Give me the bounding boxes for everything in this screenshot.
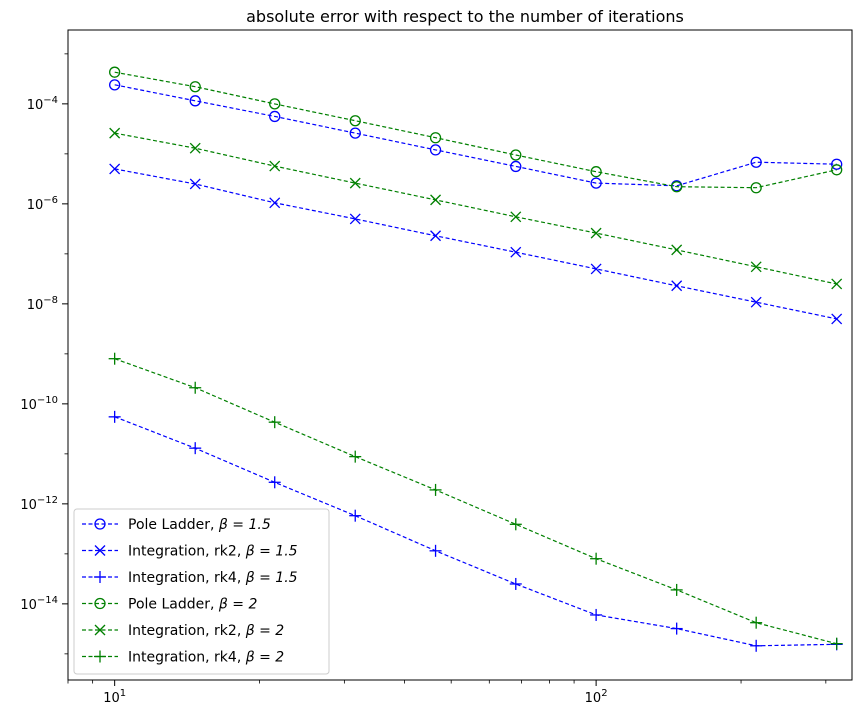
data-point-s3-4 xyxy=(429,132,442,144)
data-point-s5-9 xyxy=(830,637,843,650)
legend-entry: Integration, rk2, β = 2 xyxy=(82,623,284,639)
data-point-s4-3 xyxy=(349,177,361,189)
series-line-0 xyxy=(114,84,837,187)
data-point-s4-0 xyxy=(109,127,121,139)
data-point-s2-8 xyxy=(750,639,763,652)
data-point-s1-8 xyxy=(750,296,762,308)
data-point-s4-4 xyxy=(430,194,442,206)
legend-marker xyxy=(94,650,106,663)
y-tick-label: 10−8 xyxy=(27,295,58,313)
data-point-s3-3 xyxy=(349,115,361,127)
data-point-s0-5 xyxy=(510,160,522,173)
legend-entry: Pole Ladder, β = 2 xyxy=(82,597,257,613)
series-line-5 xyxy=(114,358,837,645)
data-point-s0-8 xyxy=(750,156,762,168)
data-point-s5-2 xyxy=(268,416,281,429)
legend-entry: Integration, rk4, β = 2 xyxy=(82,650,284,666)
x-tick-label: 102 xyxy=(585,688,608,704)
data-point-s2-5 xyxy=(509,577,522,590)
data-point-s5-5 xyxy=(509,518,522,531)
data-point-s1-3 xyxy=(349,213,361,225)
data-point-s0-4 xyxy=(429,144,442,156)
data-point-s3-9 xyxy=(831,164,843,176)
axes-frame xyxy=(67,29,853,681)
legend-marker xyxy=(94,518,106,530)
data-point-s2-3 xyxy=(349,509,362,522)
legend-entry: Integration, rk4, β = 1.5 xyxy=(82,570,298,586)
data-point-s1-2 xyxy=(269,197,281,209)
data-point-s5-7 xyxy=(670,583,683,596)
legend-marker xyxy=(94,545,106,556)
data-point-s1-7 xyxy=(671,280,683,292)
data-point-s0-3 xyxy=(349,127,361,139)
data-point-s0-1 xyxy=(189,95,201,107)
data-point-s0-9 xyxy=(831,158,843,170)
data-point-s4-2 xyxy=(269,160,281,172)
y-tick-label: 10−12 xyxy=(20,495,58,513)
data-point-s5-4 xyxy=(429,483,442,496)
data-point-s4-9 xyxy=(831,278,843,290)
legend-marker xyxy=(94,624,106,636)
data-point-s5-8 xyxy=(750,616,763,629)
data-point-s2-2 xyxy=(268,476,281,489)
data-point-s5-0 xyxy=(108,352,121,365)
data-point-s3-0 xyxy=(109,66,121,78)
data-point-s3-8 xyxy=(750,182,762,194)
axes: 101 102 10−14 10−12 10−10 10−8 10−6 10−4 xyxy=(20,29,853,704)
legend: Pole Ladder, β = 1.5 Integration, rk2, β … xyxy=(73,508,330,675)
series-line-3 xyxy=(114,71,837,189)
data-point-s5-6 xyxy=(590,552,603,565)
x-tick-label: 101 xyxy=(103,688,126,704)
y-tick-label: 10−4 xyxy=(27,95,58,113)
series-line-4 xyxy=(114,132,837,285)
legend-label: Integration, rk2, β = 1.5 xyxy=(128,544,298,560)
y-tick-label: 10−6 xyxy=(27,195,58,213)
plot-area xyxy=(108,66,843,652)
data-point-s2-7 xyxy=(670,622,683,635)
data-point-s3-1 xyxy=(189,81,201,93)
data-point-s1-0 xyxy=(109,163,121,175)
data-point-s1-6 xyxy=(590,263,602,275)
legend-label: Integration, rk2, β = 2 xyxy=(128,623,284,639)
data-point-s5-1 xyxy=(189,381,202,394)
data-point-s1-4 xyxy=(430,230,442,242)
data-point-s4-1 xyxy=(189,142,201,154)
legend-label: Integration, rk4, β = 2 xyxy=(128,650,284,666)
legend-marker xyxy=(94,597,106,610)
data-point-s0-2 xyxy=(269,110,281,123)
data-point-s4-6 xyxy=(590,227,602,239)
data-point-s3-6 xyxy=(590,166,602,178)
data-point-s4-8 xyxy=(750,261,762,273)
legend-marker xyxy=(94,571,106,583)
data-point-s4-5 xyxy=(510,211,522,223)
legend-label: Pole Ladder, β = 1.5 xyxy=(128,517,271,533)
legend-entry: Pole Ladder, β = 1.5 xyxy=(82,517,271,533)
y-tick-label: 10−14 xyxy=(20,595,58,613)
chart-title: absolute error with respect to the numbe… xyxy=(246,7,684,26)
data-point-s4-7 xyxy=(671,244,683,256)
data-point-s5-3 xyxy=(349,450,362,463)
data-point-s2-0 xyxy=(108,410,121,423)
data-point-s3-2 xyxy=(269,98,281,110)
y-tick-label: 10−10 xyxy=(20,395,58,413)
legend-label: Pole Ladder, β = 2 xyxy=(128,597,257,613)
data-point-s2-4 xyxy=(429,544,442,557)
series-line-1 xyxy=(114,168,837,320)
data-point-s3-5 xyxy=(510,149,522,161)
legend-box xyxy=(73,508,330,675)
series-line-2 xyxy=(114,416,837,647)
data-point-s2-1 xyxy=(189,442,202,455)
data-point-s3-7 xyxy=(671,181,683,193)
data-point-s1-9 xyxy=(831,313,843,325)
data-point-s1-5 xyxy=(510,246,522,258)
legend-label: Integration, rk4, β = 1.5 xyxy=(128,570,298,586)
data-point-s1-1 xyxy=(189,178,201,190)
data-point-s2-6 xyxy=(590,608,603,621)
data-point-s0-0 xyxy=(109,79,121,91)
data-point-s0-6 xyxy=(590,177,602,189)
legend-entry: Integration, rk2, β = 1.5 xyxy=(82,544,298,560)
